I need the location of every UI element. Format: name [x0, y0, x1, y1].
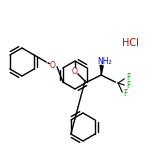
- Text: HCl: HCl: [122, 38, 138, 48]
- Text: F: F: [123, 90, 128, 98]
- Text: O: O: [72, 67, 78, 76]
- Polygon shape: [100, 65, 103, 75]
- Text: F: F: [126, 73, 131, 81]
- Text: F: F: [126, 81, 131, 90]
- Text: O: O: [49, 60, 55, 69]
- Text: NH₂: NH₂: [97, 57, 111, 67]
